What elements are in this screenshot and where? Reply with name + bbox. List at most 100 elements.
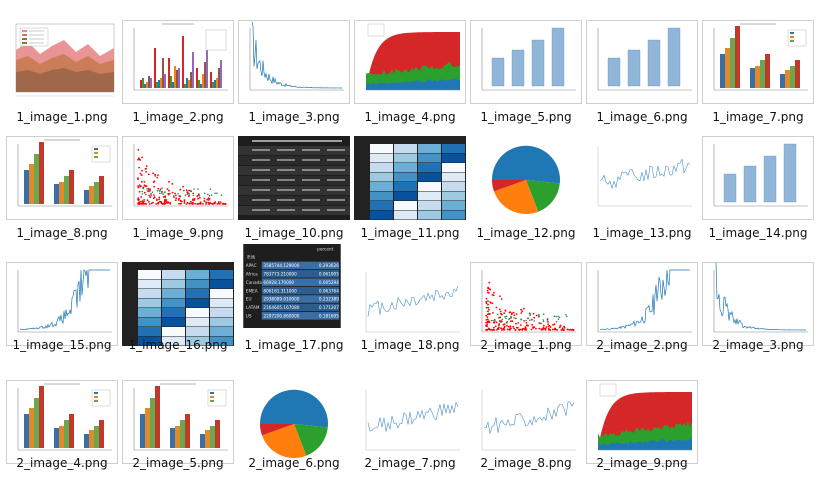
svg-text:EU: EU [246,297,252,302]
svg-text:0.232389: 0.232389 [319,297,339,302]
file-name-label: 1_image_16.png [128,338,228,352]
file-thumbnail [586,136,698,220]
file-item[interactable]: 1_image_12.png [468,130,584,250]
svg-text:2297200.860000: 2297200.860000 [263,314,299,319]
file-name-label: 1_image_2.png [132,110,224,124]
file-thumbnail [470,380,582,464]
file-name-label: 2_image_5.png [132,456,224,470]
file-name-label: 2_image_1.png [480,338,572,352]
file-item[interactable]: 1_image_4.png [352,14,468,134]
file-name-label: 1_image_9.png [132,226,224,240]
file-item[interactable]: 1_image_2.png [120,14,236,134]
svg-text:0.181695: 0.181695 [319,314,339,319]
file-thumbnail [702,136,814,220]
file-name-label: 1_image_1.png [16,110,108,124]
file-thumbnail [702,262,814,346]
file-name-label: 1_image_14.png [708,226,808,240]
file-name-label: 2_image_9.png [596,456,688,470]
file-item[interactable]: percent 市场 APAC 3585744.129000 0.293626 Afric… [236,244,352,376]
file-item[interactable]: 2_image_5.png [120,374,236,494]
file-thumbnail [238,20,350,104]
file-name-label: 2_image_7.png [364,456,456,470]
file-thumbnail [6,136,118,220]
file-name-label: 1_image_15.png [12,338,112,352]
file-name-label: 2_image_6.png [248,456,340,470]
svg-text:EMEA: EMEA [246,288,258,293]
file-thumbnail [586,20,698,104]
file-thumbnail: percent 市场 APAC 3585744.129000 0.293626 Afric… [236,244,352,344]
file-item[interactable]: 2_image_7.png [352,374,468,494]
svg-text:0.063764: 0.063764 [319,288,339,293]
svg-text:US: US [246,314,252,319]
file-name-label: 1_image_13.png [592,226,692,240]
svg-text:806161.311000: 806161.311000 [263,288,297,293]
file-name-label: 1_image_18.png [360,338,460,352]
file-item[interactable]: 1_image_9.png [120,130,236,250]
file-name-label: 2_image_2.png [596,338,688,352]
file-item[interactable]: 1_image_3.png [236,14,352,134]
file-item[interactable]: 1_image_1.png [4,14,120,134]
svg-text:市场: 市场 [247,253,255,260]
file-item[interactable]: 1_image_18.png [352,256,468,376]
file-thumbnail [6,20,118,104]
file-item[interactable]: 1_image_16.png [120,256,236,376]
file-name-label: 1_image_12.png [476,226,576,240]
file-item[interactable]: 2_image_2.png [584,256,700,376]
svg-text:LATAM: LATAM [246,305,260,310]
file-item[interactable]: 1_image_15.png [4,256,120,376]
file-thumbnail [470,20,582,104]
file-name-label: 1_image_8.png [16,226,108,240]
svg-text:0.293626: 0.293626 [319,263,339,268]
file-item[interactable]: 2_image_8.png [468,374,584,494]
file-item[interactable]: 1_image_6.png [584,14,700,134]
file-item[interactable]: 1_image_14.png [700,130,816,250]
file-thumbnail [586,262,698,346]
file-item[interactable]: 2_image_6.png [236,374,352,494]
file-thumbnail [6,380,118,464]
file-item[interactable]: 1_image_10.png [236,130,352,250]
svg-text:Africa: Africa [246,272,258,277]
file-name-label: 1_image_7.png [712,110,804,124]
file-thumbnail [238,380,350,464]
svg-text:2938089.010000: 2938089.010000 [263,297,299,302]
file-item[interactable]: 2_image_1.png [468,256,584,376]
file-name-label: 1_image_17.png [244,338,344,352]
file-thumbnail [586,380,698,464]
file-item[interactable]: 2_image_3.png [700,256,816,376]
svg-text:783773.210000: 783773.210000 [263,272,297,277]
file-thumbnail [354,136,466,220]
file-name-label: 1_image_11.png [360,226,460,240]
svg-text:0.005294: 0.005294 [319,280,339,285]
file-thumbnail [122,262,234,346]
file-name-label: 1_image_10.png [244,226,344,240]
file-thumbnail [354,20,466,104]
file-name-label: 2_image_3.png [712,338,804,352]
file-thumbnail [6,262,118,346]
file-item[interactable]: 1_image_11.png [352,130,468,250]
file-item[interactable]: 1_image_8.png [4,130,120,250]
file-item[interactable]: 2_image_4.png [4,374,120,494]
file-name-label: 1_image_4.png [364,110,456,124]
file-item[interactable]: 1_image_13.png [584,130,700,250]
svg-text:3585744.129000: 3585744.129000 [263,263,299,268]
svg-text:percent: percent [317,247,333,252]
file-item[interactable]: 1_image_5.png [468,14,584,134]
svg-text:0.061905: 0.061905 [319,272,339,277]
file-thumbnail [470,262,582,346]
file-thumbnail [122,20,234,104]
svg-text:Canada: Canada [246,280,262,285]
file-thumbnail [354,262,466,346]
file-thumbnail [702,20,814,104]
file-thumbnail [470,136,582,220]
file-thumbnail [122,136,234,220]
file-name-label: 1_image_5.png [480,110,572,124]
file-thumbnail [122,380,234,464]
svg-text:66928.170000: 66928.170000 [263,280,294,285]
file-name-label: 1_image_3.png [248,110,340,124]
file-name-label: 2_image_8.png [480,456,572,470]
svg-text:APAC: APAC [246,263,257,268]
svg-text:2164605.167080: 2164605.167080 [263,305,299,310]
file-thumbnail [238,136,350,220]
file-item[interactable]: 2_image_9.png [584,374,700,494]
file-item[interactable]: 1_image_7.png [700,14,816,134]
